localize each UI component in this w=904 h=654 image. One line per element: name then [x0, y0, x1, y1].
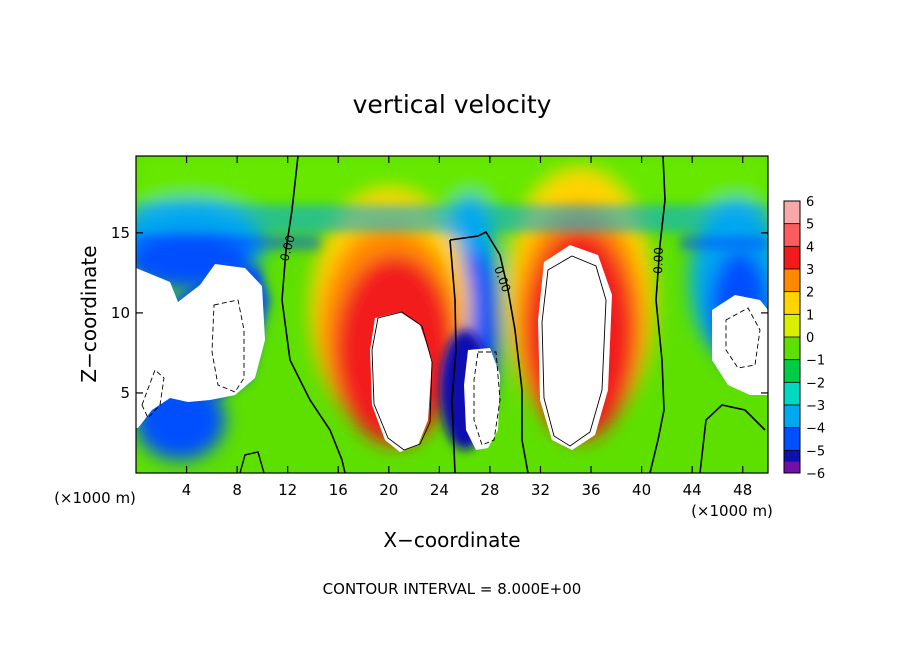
colorbar-label: −1	[806, 354, 825, 369]
colorbar-label: −3	[806, 399, 825, 414]
colorbar-label: 0	[806, 331, 814, 346]
contour-label: 0.00	[651, 247, 666, 274]
colorbar-label: −6	[806, 467, 825, 482]
x-tick-label: 32	[531, 481, 550, 499]
colorbar-swatch	[784, 269, 800, 293]
x-unit-label-right: (×1000 m)	[691, 502, 773, 520]
colorbar-swatch	[784, 314, 800, 338]
x-tick-label: 16	[329, 481, 348, 499]
colorbar-swatch	[784, 337, 800, 361]
y-axis-title: Z−coordinate	[77, 245, 101, 382]
colorbar-label: 6	[806, 195, 814, 210]
contour-label: 0.00	[277, 233, 297, 262]
colorbar-swatch	[784, 246, 800, 270]
heatmap-field: 0.00 0.00 0.00	[136, 156, 768, 473]
x-tick-label: 44	[683, 481, 702, 499]
colorbar-label: −5	[806, 444, 825, 459]
colorbar-label: 4	[806, 240, 814, 255]
x-tick-label: 4	[182, 481, 192, 499]
x-tick-label: 28	[480, 481, 499, 499]
colorbar-swatch	[784, 382, 800, 406]
colorbar-swatch	[784, 291, 800, 315]
x-axis: 4 8 12 16 20 24 28 32 36 40 44 48	[182, 156, 752, 499]
colorbar-label: −2	[806, 376, 825, 391]
colorbar-swatch	[784, 461, 800, 473]
colorbar-label: 1	[806, 308, 814, 323]
x-tick-label: 20	[379, 481, 398, 499]
x-axis-title: X−coordinate	[383, 528, 520, 552]
colorbar-swatch	[784, 223, 800, 247]
y-tick-label: 15	[111, 224, 130, 242]
chart-title: vertical velocity	[353, 90, 552, 119]
x-tick-label: 24	[430, 481, 449, 499]
x-tick-label: 8	[232, 481, 242, 499]
y-tick-label: 5	[120, 384, 130, 402]
contour-interval-note: CONTOUR INTERVAL = 8.000E+00	[323, 580, 582, 598]
colorbar-swatch	[784, 359, 800, 383]
colorbar-swatch	[784, 427, 800, 451]
plot-frame	[135, 155, 769, 474]
colorbar-swatch	[784, 201, 800, 225]
x-tick-label: 40	[632, 481, 651, 499]
colorbar-label: 2	[806, 286, 814, 301]
colorbar-label: 3	[806, 263, 814, 278]
x-tick-label: 48	[733, 481, 752, 499]
colorbar-swatch	[784, 405, 800, 429]
x-unit-label-left: (×1000 m)	[54, 489, 136, 507]
y-tick-label: 10	[111, 304, 130, 322]
colorbar: 6 5 4 3 2 1 0 −1 −2 −3 −4 −5 −6	[783, 195, 825, 482]
colorbar-label: 5	[806, 218, 814, 233]
x-tick-label: 12	[278, 481, 297, 499]
x-tick-label: 36	[581, 481, 600, 499]
colorbar-label: −4	[806, 422, 825, 437]
y-axis: 5 10 15	[111, 224, 768, 402]
